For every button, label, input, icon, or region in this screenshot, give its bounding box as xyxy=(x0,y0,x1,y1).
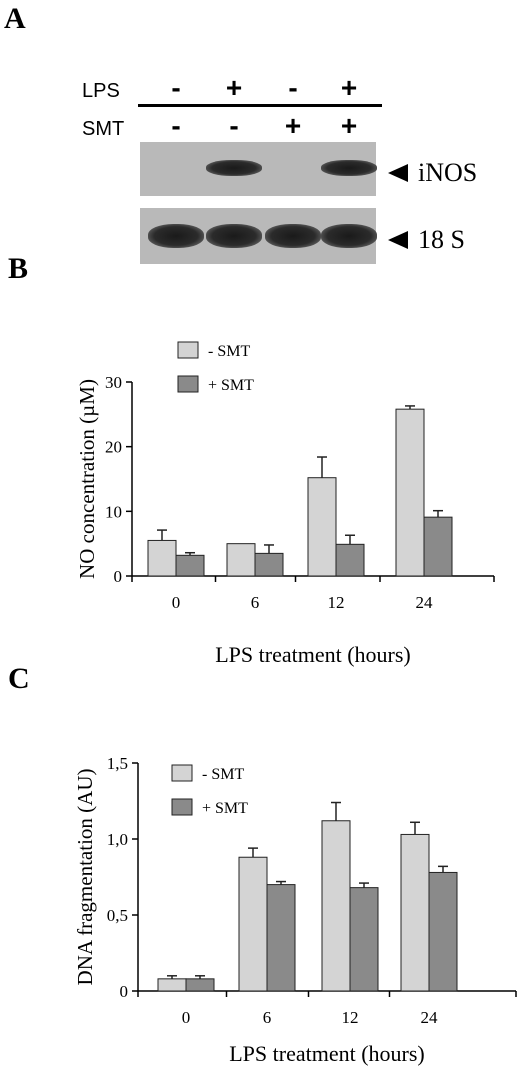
bar-minus-smt xyxy=(147,539,177,577)
legend-label: + SMT xyxy=(202,800,248,817)
x-tick-label: 6 xyxy=(251,593,260,612)
legend-swatch xyxy=(171,798,193,816)
inos-arrow-icon xyxy=(388,164,408,182)
y-tick-label: 0,5 xyxy=(107,906,128,925)
y-tick-label: 1,5 xyxy=(107,754,128,773)
y-tick-label: 0 xyxy=(114,567,123,586)
s18-band-lane-2 xyxy=(265,224,321,248)
y-tick-label: 1,0 xyxy=(107,830,128,849)
panel-b-label: B xyxy=(8,252,29,285)
dna-fragmentation-chart: 0 0,5 1,0 1,5 0 6 12 24 - SMT + SMT DNA fragmentat… xyxy=(73,754,517,1066)
x-tick-label: 12 xyxy=(342,1008,359,1027)
lps-sign-3: + xyxy=(340,72,358,103)
lps-sign-2: - xyxy=(288,72,298,103)
panel-a-label: A xyxy=(4,2,26,35)
legend-swatch xyxy=(177,375,199,393)
y-axis-label: NO concentration (µM) xyxy=(75,379,99,579)
y-tick-label: 0 xyxy=(120,982,129,1001)
x-axis-label: LPS treatment (hours) xyxy=(215,642,411,667)
smt-sign-2: + xyxy=(284,110,302,141)
blot-header-line xyxy=(138,104,382,107)
x-tick-label: 24 xyxy=(416,593,434,612)
x-tick-label: 6 xyxy=(263,1008,272,1027)
bar-plus-smt xyxy=(423,516,453,577)
smt-sign-1: - xyxy=(229,110,239,141)
bar-plus-smt xyxy=(175,554,205,577)
y-axis-label: DNA fragmentation (AU) xyxy=(73,769,97,986)
legend-swatch xyxy=(177,341,199,359)
s18-band-label: 18 S xyxy=(418,225,465,254)
legend-swatch xyxy=(171,764,193,782)
bar-minus-smt xyxy=(307,477,337,577)
legend-label: - SMT xyxy=(202,766,244,783)
x-tick-label: 24 xyxy=(421,1008,439,1027)
s18-band-lane-0 xyxy=(148,224,204,248)
bar-plus-smt xyxy=(254,552,284,577)
x-axis-label: LPS treatment (hours) xyxy=(229,1041,425,1066)
lps-row-label: LPS xyxy=(82,80,120,102)
legend-label: - SMT xyxy=(208,343,250,360)
y-tick-label: 20 xyxy=(105,438,122,457)
bar-plus-smt xyxy=(349,887,379,992)
bar-plus-smt xyxy=(428,871,458,992)
lps-sign-0: - xyxy=(171,72,181,103)
s18-band-lane-1 xyxy=(206,224,262,248)
bar-minus-smt xyxy=(400,833,430,992)
lps-sign-1: + xyxy=(225,72,243,103)
s18-arrow-icon xyxy=(388,231,408,249)
bar-minus-smt xyxy=(226,543,256,577)
inos-band-lane-1 xyxy=(206,160,262,176)
panel-c-label: C xyxy=(8,662,30,695)
no-concentration-chart: 0 10 20 30 0 6 12 24 - SMT + SMT NO concentration … xyxy=(75,341,495,667)
x-tick-label: 0 xyxy=(182,1008,191,1027)
s18-band-lane-3 xyxy=(321,224,377,248)
x-tick-label: 12 xyxy=(328,593,345,612)
smt-sign-3: + xyxy=(340,110,358,141)
bar-plus-smt xyxy=(185,978,215,992)
smt-sign-0: - xyxy=(171,110,181,141)
y-tick-label: 10 xyxy=(105,502,122,521)
inos-band-label: iNOS xyxy=(418,158,478,187)
bar-minus-smt xyxy=(157,978,187,992)
bar-minus-smt xyxy=(395,408,425,577)
bar-minus-smt xyxy=(321,820,351,992)
bar-plus-smt xyxy=(335,543,365,577)
x-tick-label: 0 xyxy=(172,593,181,612)
bar-plus-smt xyxy=(266,884,296,992)
legend-label: + SMT xyxy=(208,377,254,394)
y-tick-label: 30 xyxy=(105,373,122,392)
inos-band-lane-3 xyxy=(321,160,377,176)
bar-minus-smt xyxy=(238,856,268,992)
smt-row-label: SMT xyxy=(82,118,125,140)
